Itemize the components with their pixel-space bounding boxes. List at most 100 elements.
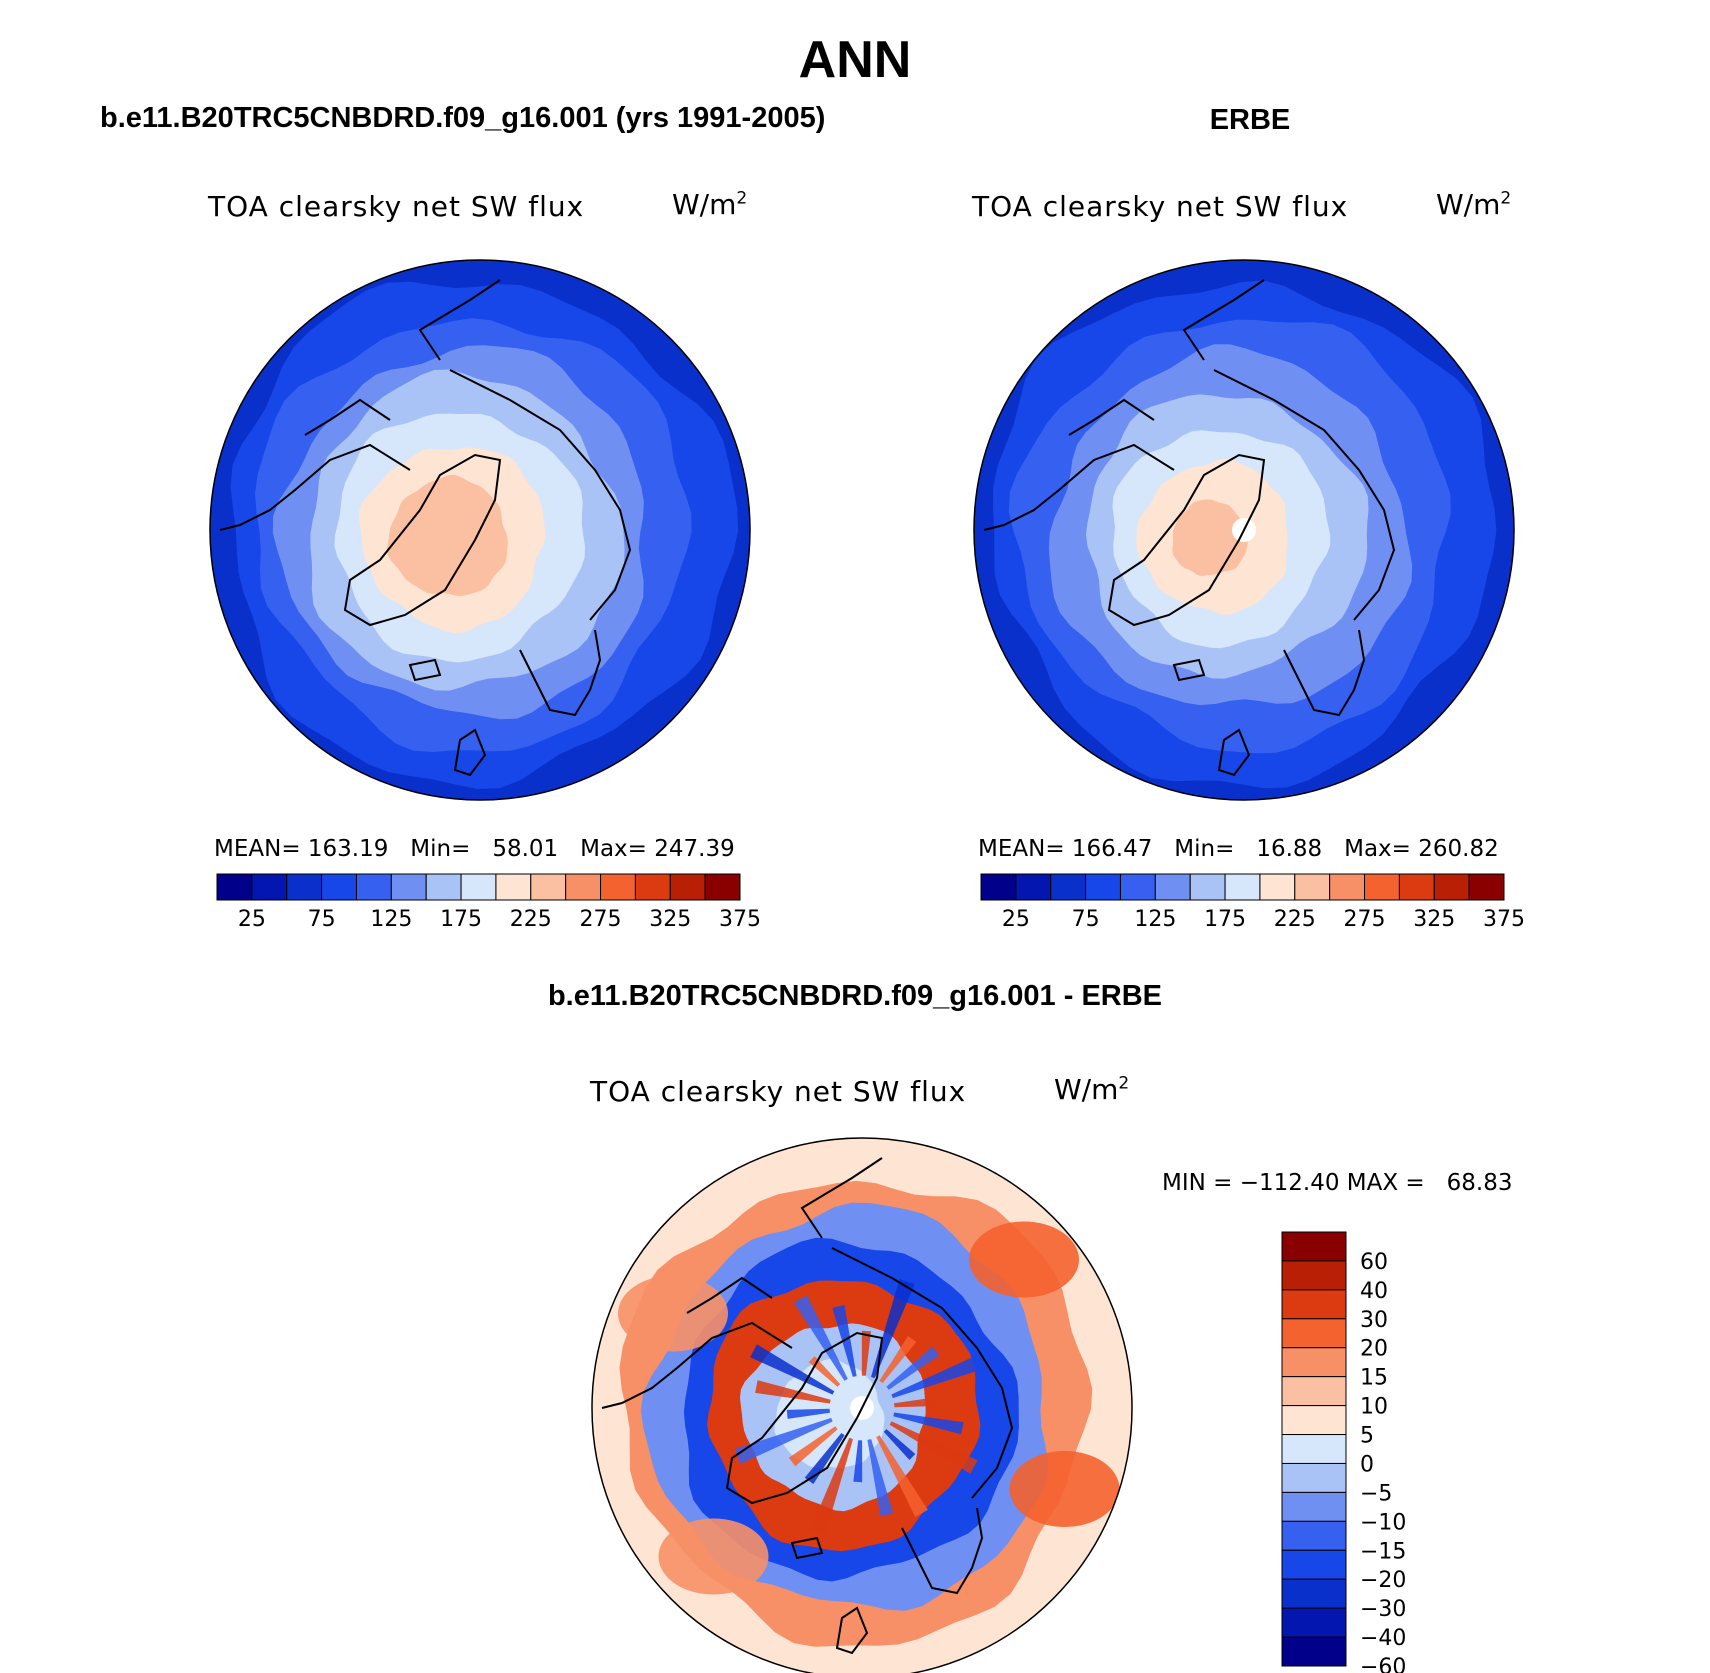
colorbar-tick-label: −5 (1360, 1481, 1392, 1506)
diff-map-border (591, 1137, 1133, 1673)
obs-colorbar: 25 75 125 175 225 275 325 375 (980, 873, 1525, 932)
field-contour-6 (774, 1358, 885, 1468)
diff-panel-heading: b.e11.B20TRC5CNBDRD.f09_g16.001 - ERBE (547, 980, 1163, 1012)
model-variable-label: TOA clearsky net SW flux (208, 190, 585, 223)
coastline (1283, 629, 1366, 717)
colorbar-swatch (1281, 1491, 1347, 1522)
colorbar-swatch (1281, 1578, 1347, 1609)
colorbar-tick-label: 325 (649, 907, 691, 932)
field-patch (1009, 1451, 1120, 1527)
colorbar-swatch (495, 873, 532, 901)
figure-title: ANN (798, 31, 912, 89)
colorbar-tick-label: 30 (1360, 1308, 1388, 1333)
field-streak (889, 1421, 978, 1474)
colorbar-swatch (1281, 1405, 1347, 1436)
field-streak (750, 1344, 835, 1395)
diff-variable-label: TOA clearsky net SW flux (590, 1075, 967, 1108)
colorbar-swatch (1281, 1347, 1347, 1378)
colorbar-swatch (1281, 1520, 1347, 1551)
diff-coastlines (601, 1157, 1014, 1655)
colorbar-swatch (1189, 873, 1226, 901)
colorbar-tick-label: 15 (1360, 1366, 1388, 1391)
model-coastlines (219, 279, 632, 777)
colorbar-tick-label: −10 (1360, 1510, 1406, 1535)
coastline (304, 398, 391, 436)
field-streak (809, 1437, 853, 1536)
field-streak (861, 1330, 871, 1376)
colorbar-swatch (1398, 873, 1435, 901)
colorbar-swatch (565, 873, 602, 901)
field-streak (891, 1352, 988, 1399)
colorbar-tick-label: −20 (1360, 1568, 1406, 1593)
diff-map (592, 1138, 1132, 1673)
coastline (983, 443, 1175, 531)
colorbar-tick-label: 125 (1134, 907, 1176, 932)
colorbar-tick-label: 375 (719, 907, 761, 932)
model-map-border (209, 259, 751, 801)
colorbar-tick-label: 5 (1360, 1424, 1374, 1449)
colorbar-tick-label: 25 (238, 907, 266, 932)
colorbar-tick-label: 40 (1360, 1279, 1388, 1304)
colorbar-tick-label: 75 (1072, 907, 1100, 932)
field-patch (969, 1221, 1079, 1298)
colorbar-swatch (1259, 873, 1296, 901)
colorbar-swatch (530, 873, 567, 901)
coastline (219, 443, 411, 531)
coastline (1217, 728, 1251, 777)
colorbar-tick-label: 175 (440, 907, 482, 932)
field-streak (871, 1278, 915, 1379)
coastline (453, 728, 487, 777)
coastline (1107, 453, 1266, 627)
model-stats: MEAN= 163.19 Min= 58.01 Max= 247.39 (214, 836, 735, 862)
colorbar-tick-label: −40 (1360, 1626, 1406, 1651)
coastline (831, 1247, 1014, 1499)
colorbar-swatch (1119, 873, 1156, 901)
coastline (835, 1606, 869, 1655)
obs-map-border (973, 259, 1515, 801)
colorbar-swatch (980, 873, 1017, 901)
colorbar-swatch (1433, 873, 1470, 901)
coastline (1068, 398, 1155, 436)
colorbar-swatch (1015, 873, 1052, 901)
obs-variable-label: TOA clearsky net SW flux (972, 190, 1349, 223)
colorbar-swatch (669, 873, 706, 901)
coastline (800, 1157, 883, 1239)
field-streak (886, 1346, 940, 1390)
colorbar-tick-label: 225 (510, 907, 552, 932)
colorbar-tick-label: 10 (1360, 1395, 1388, 1420)
diff-units: W/m2 (1054, 1073, 1130, 1106)
colorbar-swatch (355, 873, 392, 901)
field-streak (876, 1435, 928, 1517)
field-streak (788, 1426, 838, 1467)
colorbar-swatch (1281, 1376, 1347, 1407)
colorbar-tick-label: −60 (1360, 1655, 1406, 1673)
field-streak (894, 1397, 935, 1408)
colorbar-swatch (1050, 873, 1087, 901)
coastline (725, 1331, 884, 1505)
colorbar-swatch (600, 873, 636, 901)
model-panel-heading: b.e11.B20TRC5CNBDRD.f09_g16.001 (yrs 199… (100, 102, 826, 134)
field-patch (618, 1275, 728, 1352)
colorbar-swatch (216, 873, 253, 901)
model-colorbar: 25 75 125 175 225 275 325 375 (216, 873, 761, 932)
diff-stats: MIN = −112.40 MAX = 68.83 (1162, 1170, 1513, 1196)
colorbar-swatch (1281, 1260, 1347, 1291)
colorbar-swatch (634, 873, 671, 901)
obs-coastlines (983, 279, 1396, 777)
colorbar-swatch (1281, 1607, 1347, 1638)
colorbar-tick-label: 225 (1274, 907, 1316, 932)
coastline (686, 1276, 773, 1314)
colorbar-tick-label: 125 (370, 907, 412, 932)
colorbar-tick-label: 0 (1360, 1452, 1374, 1477)
field-streak (893, 1412, 964, 1435)
colorbar-swatch (286, 873, 323, 901)
colorbar-swatch (1364, 873, 1400, 901)
colorbar-swatch (460, 873, 497, 901)
coastline (1213, 369, 1396, 621)
model-map (210, 260, 750, 800)
coastline (790, 1536, 824, 1560)
colorbar-swatch (390, 873, 427, 901)
colorbar-tick-label: 25 (1002, 907, 1030, 932)
colorbar-tick-label: −30 (1360, 1597, 1406, 1622)
